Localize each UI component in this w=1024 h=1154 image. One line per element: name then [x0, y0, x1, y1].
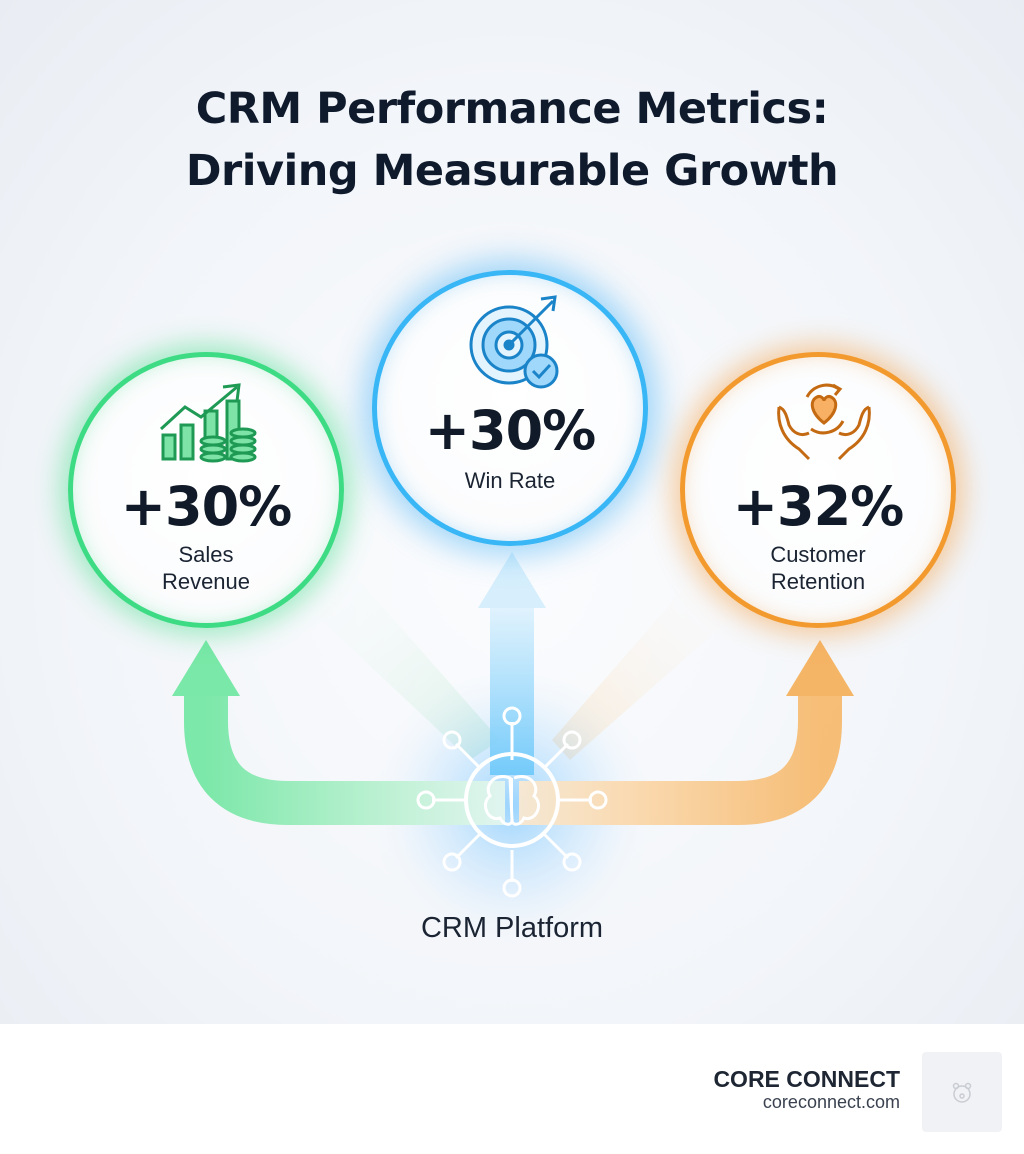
title-line-2: Driving Measurable Growth	[185, 146, 839, 196]
bear-logo-icon	[922, 1052, 1002, 1132]
metric-win-rate: +30% Win Rate	[372, 270, 648, 546]
metric-label-line-1: Customer	[770, 542, 866, 567]
metric-label-line-1: Win Rate	[464, 468, 556, 493]
footer: CORE CONNECT coreconnect.com	[0, 1024, 1024, 1154]
metric-value: +30%	[120, 475, 293, 538]
brand-name: CORE CONNECT	[713, 1066, 900, 1092]
metric-label-line-2: Revenue	[161, 569, 251, 594]
arrow-head-sales	[172, 640, 240, 696]
metric-customer-retention: +32% Customer Retention	[680, 352, 956, 628]
brain-network-icon	[416, 706, 608, 898]
metric-label-line-2: Retention	[770, 569, 866, 594]
target-check-icon	[469, 295, 559, 389]
arrow-head-retention	[786, 640, 854, 696]
page-title: CRM Performance Metrics: Driving Measura…	[0, 78, 1024, 202]
growth-chart-coins-icon	[159, 383, 257, 463]
metric-value: +30%	[424, 399, 597, 462]
brand-url: coreconnect.com	[762, 1092, 900, 1112]
metric-value: +32%	[732, 475, 905, 538]
metric-label-line-1: Sales	[178, 542, 234, 567]
heart-hands-icon	[777, 383, 871, 461]
infographic-canvas: CRM Performance Metrics: Driving Measura…	[0, 0, 1024, 1024]
flow-diagram	[172, 552, 854, 955]
arrow-to-retention	[519, 696, 842, 825]
platform-label: CRM Platform	[420, 912, 604, 944]
arrow-head-win-rate	[478, 552, 546, 608]
arrow-to-sales	[184, 696, 505, 825]
metric-sales-revenue: +30% Sales Revenue	[68, 352, 344, 628]
title-line-1: CRM Performance Metrics:	[195, 84, 829, 134]
